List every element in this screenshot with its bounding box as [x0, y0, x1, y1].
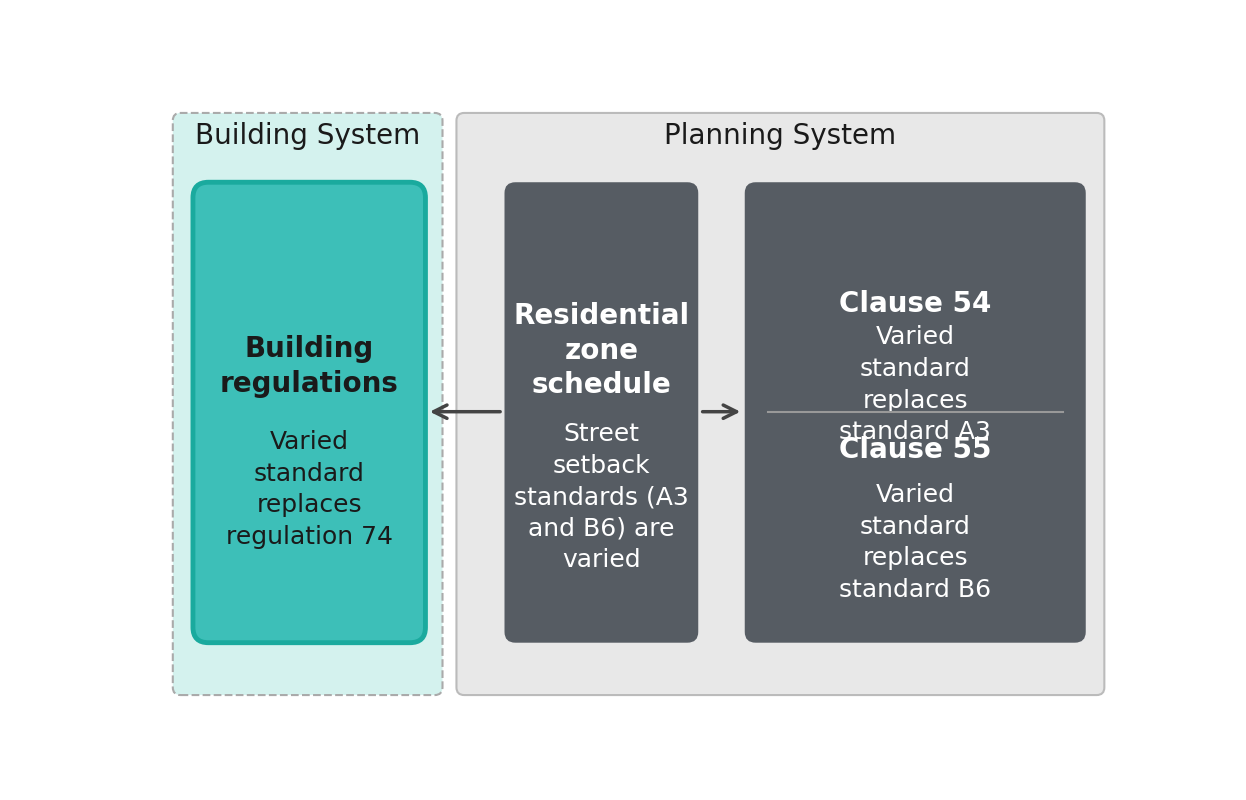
- Text: Residential
zone
schedule: Residential zone schedule: [513, 302, 689, 399]
- Text: Street
setback
standards (A3
and B6) are
varied: Street setback standards (A3 and B6) are…: [515, 422, 689, 572]
- Text: Building
regulations: Building regulations: [219, 335, 399, 398]
- Text: Planning System: Planning System: [664, 122, 896, 150]
- Text: Varied
standard
replaces
standard A3: Varied standard replaces standard A3: [840, 326, 991, 444]
- Text: Varied
standard
replaces
standard B6: Varied standard replaces standard B6: [840, 483, 992, 602]
- Text: Clause 54: Clause 54: [839, 290, 992, 318]
- FancyBboxPatch shape: [505, 182, 698, 642]
- FancyBboxPatch shape: [456, 113, 1104, 695]
- Text: Varied
standard
replaces
regulation 74: Varied standard replaces regulation 74: [226, 430, 392, 549]
- Text: Building System: Building System: [196, 122, 420, 150]
- FancyBboxPatch shape: [745, 182, 1085, 642]
- Text: Clause 55: Clause 55: [839, 436, 992, 464]
- FancyBboxPatch shape: [193, 182, 425, 642]
- FancyBboxPatch shape: [173, 113, 442, 695]
